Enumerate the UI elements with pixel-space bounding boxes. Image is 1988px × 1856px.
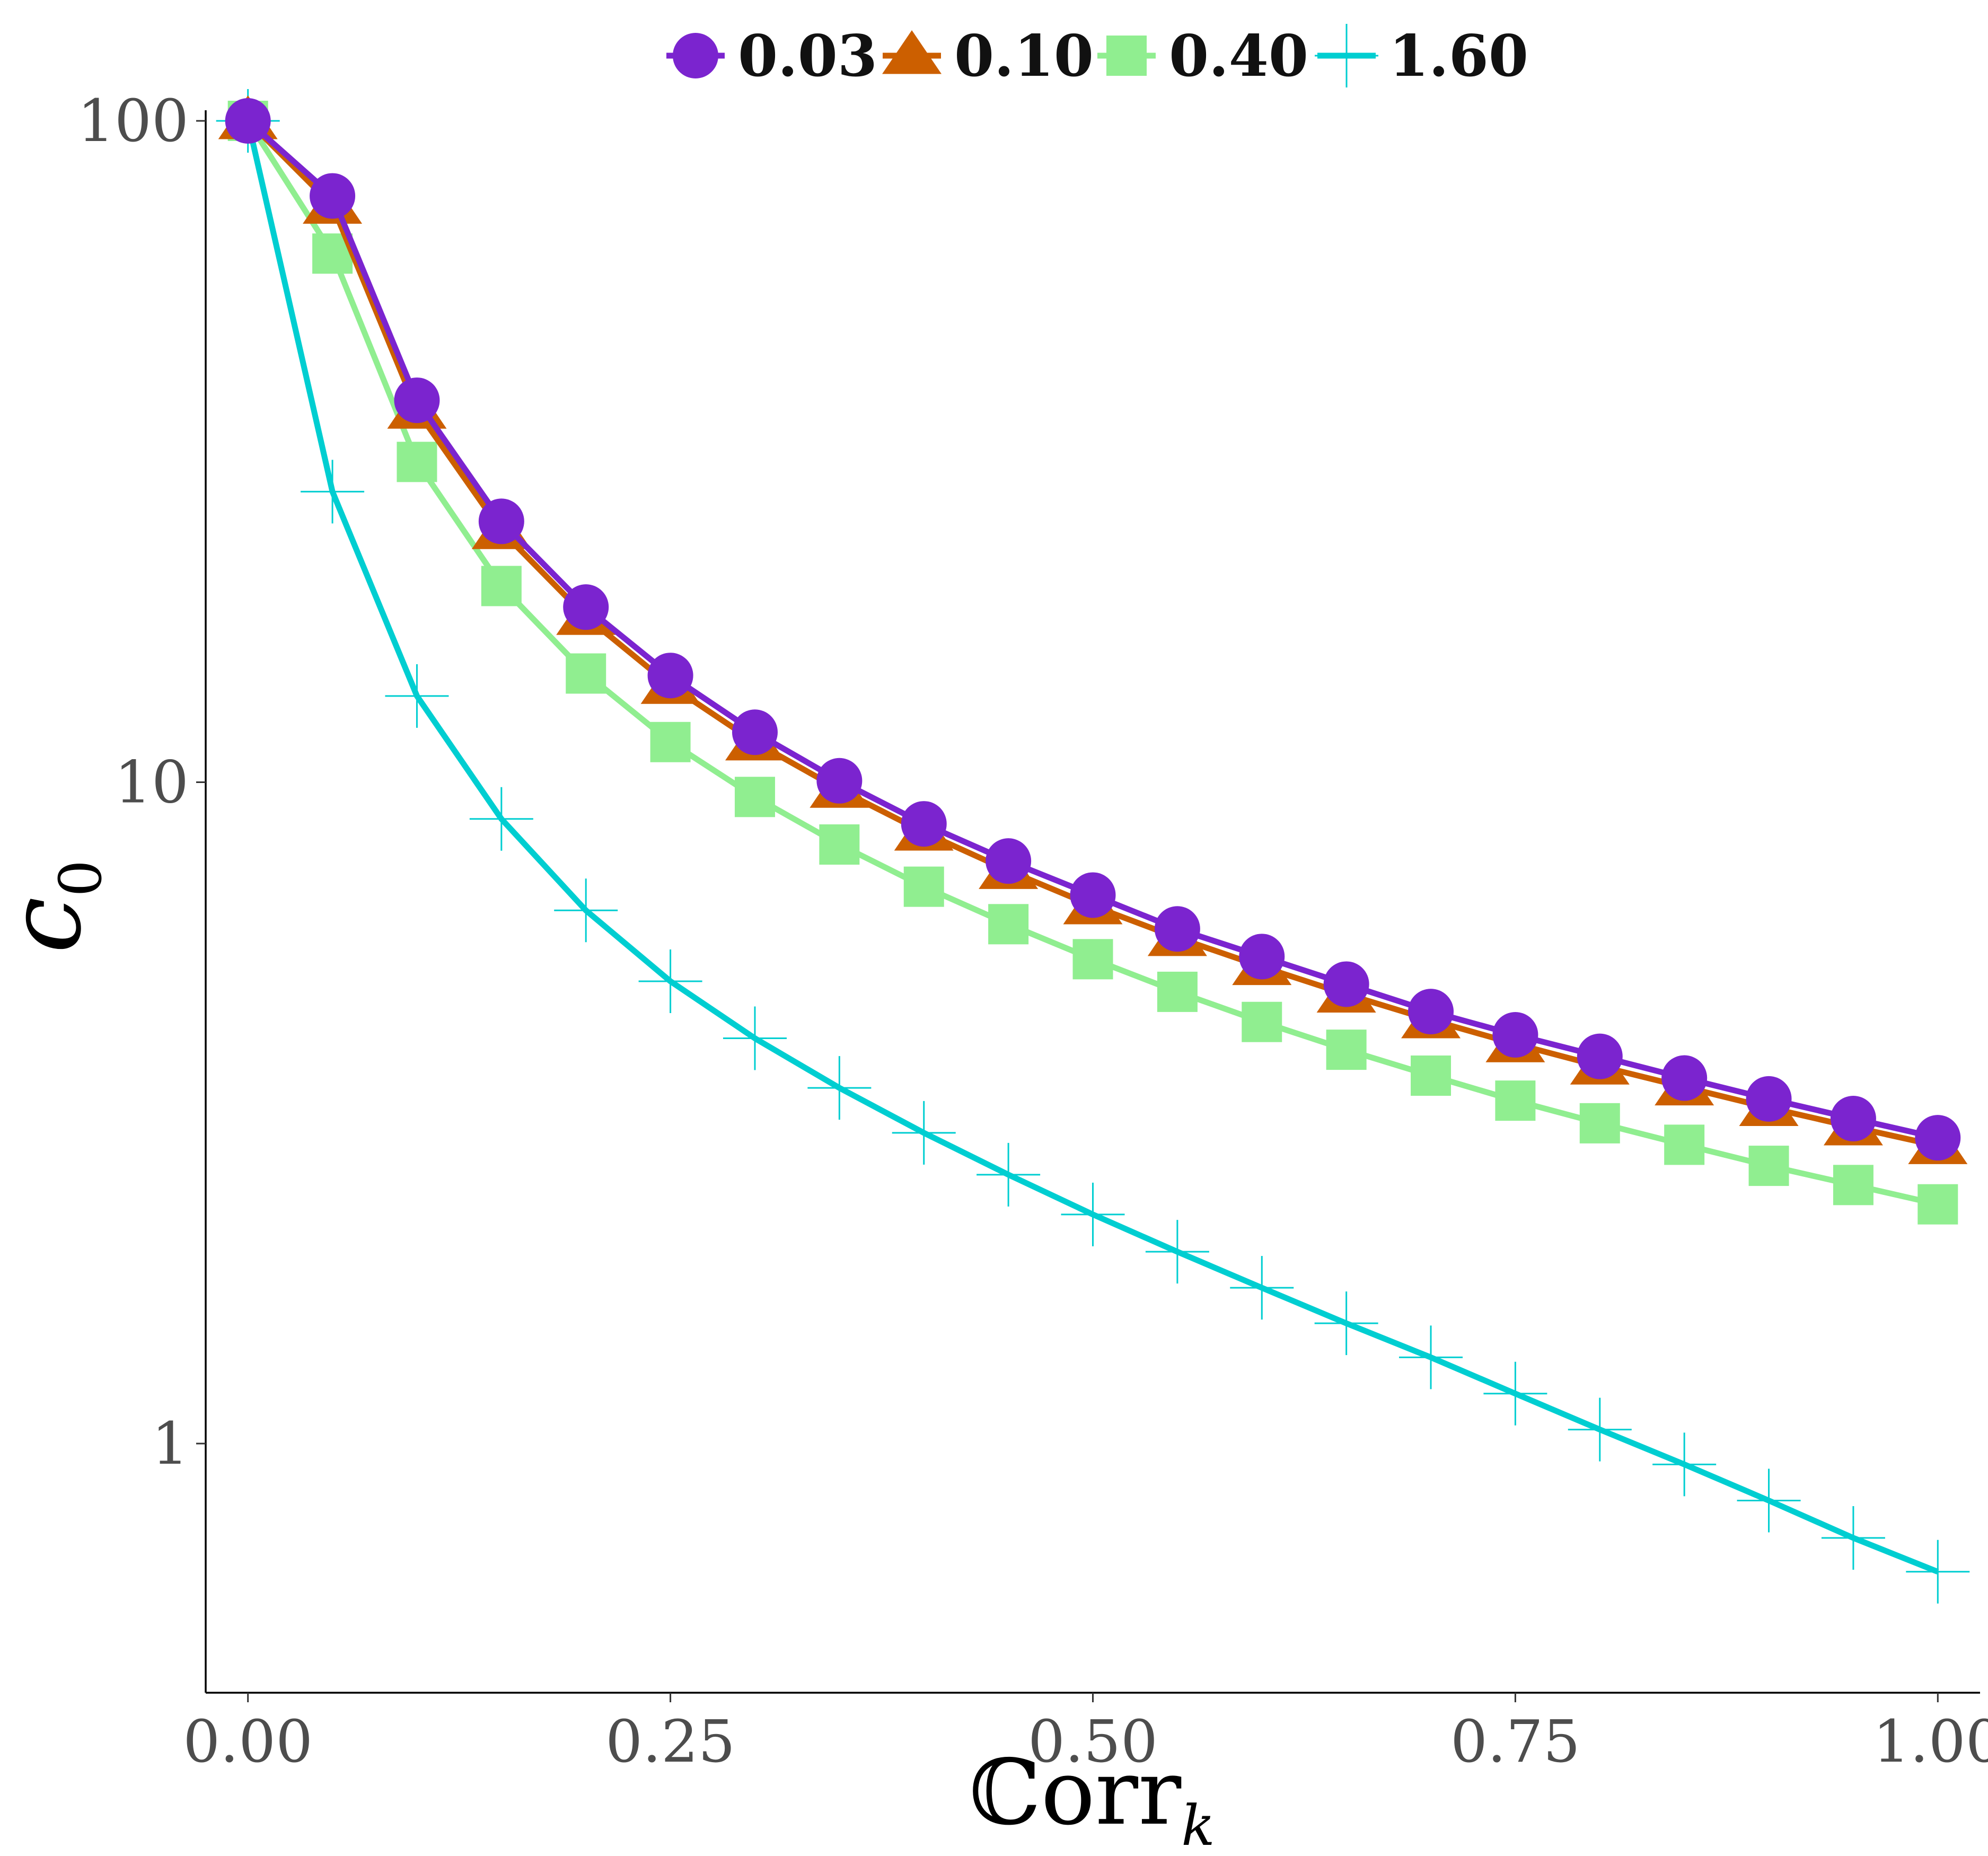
data-point-1.60 <box>1737 1468 1801 1533</box>
data-point-0.40 <box>1917 1184 1958 1225</box>
data-point-0.03 <box>1830 1096 1876 1142</box>
data-point-1.60 <box>892 1101 956 1165</box>
data-point-0.03 <box>1746 1076 1792 1122</box>
data-point-0.40 <box>566 653 606 694</box>
data-point-1.60 <box>385 664 449 728</box>
data-point-0.03 <box>1154 906 1200 952</box>
legend-key-marker-0.03 <box>673 33 718 78</box>
data-point-1.60 <box>1399 1325 1463 1389</box>
y-axis-title: c0 <box>0 860 115 953</box>
legend-key-marker-1.60 <box>1315 24 1378 87</box>
data-point-0.03 <box>647 653 693 699</box>
data-point-1.60 <box>807 1056 872 1120</box>
axes: 0.00 0.25 0.50 0.75 1.00 1 10 100 <box>77 87 1988 1775</box>
y-tick-label: 1 <box>152 1410 189 1477</box>
data-point-1.60 <box>1230 1256 1294 1320</box>
series-1.60 <box>216 89 1970 1604</box>
data-point-0.03 <box>986 838 1032 884</box>
data-point-1.60 <box>1483 1361 1547 1426</box>
data-point-0.40 <box>1579 1103 1620 1143</box>
data-point-1.60 <box>1821 1506 1885 1570</box>
data-point-0.40 <box>1242 1001 1282 1042</box>
x-axis-title: ℂorrk <box>969 1740 1215 1856</box>
data-point-1.60 <box>1061 1182 1125 1246</box>
x-tick-label: 0.50 <box>1028 1708 1158 1775</box>
data-point-0.40 <box>903 866 944 907</box>
legend-key-marker-0.10 <box>882 30 942 74</box>
data-point-1.60 <box>1906 1540 1970 1604</box>
data-point-0.03 <box>1577 1033 1623 1079</box>
series-line-0.03 <box>246 118 1939 1141</box>
data-point-0.03 <box>1915 1115 1961 1161</box>
data-point-0.03 <box>732 709 778 755</box>
data-point-0.03 <box>1070 872 1116 918</box>
legend-label-0.10: 0.10 <box>954 23 1094 90</box>
data-point-1.60 <box>1568 1397 1632 1462</box>
data-point-0.40 <box>1326 1030 1367 1070</box>
series-layer <box>216 89 1970 1604</box>
data-point-0.03 <box>1492 1011 1538 1058</box>
data-point-1.60 <box>1652 1432 1717 1497</box>
data-point-0.03 <box>310 173 356 219</box>
series-line-0.40 <box>245 119 1939 1208</box>
x-axis-title-subscript: k <box>1181 1793 1215 1856</box>
data-point-0.03 <box>225 98 271 144</box>
legend: 0.03 0.10 0.40 1.60 <box>666 23 1528 90</box>
x-tick-label: 1.00 <box>1873 1708 1988 1775</box>
series-0.40 <box>227 101 1958 1225</box>
data-point-1.60 <box>301 460 365 524</box>
y-tick-label: 100 <box>77 87 189 155</box>
data-point-0.40 <box>1664 1124 1705 1165</box>
data-point-0.40 <box>1157 971 1198 1012</box>
data-point-0.03 <box>478 498 524 544</box>
data-point-1.60 <box>977 1142 1041 1207</box>
data-point-0.40 <box>650 722 691 762</box>
data-point-1.60 <box>469 787 533 851</box>
data-point-0.40 <box>1748 1146 1789 1186</box>
x-tick-label: 0.25 <box>605 1708 735 1775</box>
data-point-0.03 <box>1408 989 1454 1035</box>
legend-label-1.60: 1.60 <box>1389 23 1528 90</box>
data-point-0.03 <box>816 758 863 804</box>
data-point-1.60 <box>1314 1291 1378 1356</box>
data-point-1.60 <box>1145 1220 1209 1284</box>
legend-label-0.40: 0.40 <box>1169 23 1308 90</box>
data-point-0.40 <box>1495 1080 1536 1121</box>
data-point-0.40 <box>397 442 437 482</box>
data-point-0.40 <box>1072 939 1113 980</box>
series-0.10 <box>218 95 1968 1164</box>
series-0.03 <box>225 98 1961 1161</box>
legend-key-marker-0.40 <box>1106 36 1147 76</box>
data-point-0.40 <box>734 777 775 817</box>
data-point-0.40 <box>819 824 860 865</box>
data-point-0.03 <box>1323 961 1369 1007</box>
y-tick-label: 10 <box>115 749 189 816</box>
series-line-0.10 <box>245 119 1939 1149</box>
data-point-1.60 <box>638 949 702 1014</box>
y-axis-title-subscript: 0 <box>47 860 115 897</box>
data-point-0.40 <box>988 904 1029 945</box>
data-point-0.03 <box>901 801 947 847</box>
data-point-1.60 <box>723 1006 787 1070</box>
data-point-0.03 <box>1239 934 1285 980</box>
data-point-1.60 <box>554 878 618 943</box>
data-point-0.03 <box>563 584 609 630</box>
x-tick-label: 0.75 <box>1450 1708 1580 1775</box>
data-point-0.03 <box>1661 1055 1708 1101</box>
data-point-0.40 <box>1833 1165 1873 1206</box>
data-point-0.03 <box>394 377 440 424</box>
data-point-0.40 <box>1411 1055 1452 1096</box>
legend-label-0.03: 0.03 <box>738 23 877 90</box>
data-point-0.40 <box>481 566 522 606</box>
x-tick-label: 0.00 <box>183 1708 313 1775</box>
